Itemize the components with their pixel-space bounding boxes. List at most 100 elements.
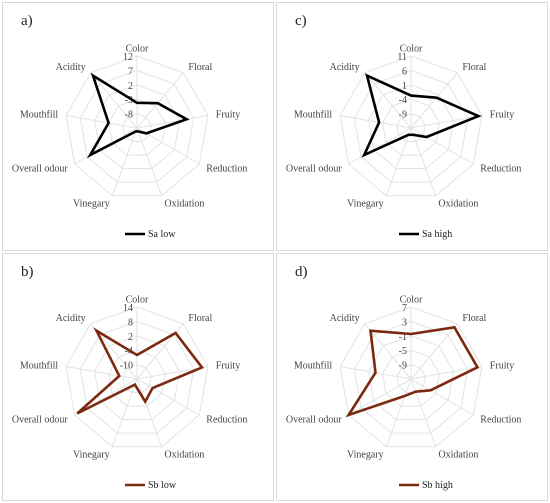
grid-ring	[382, 349, 440, 407]
grid-ring	[122, 364, 152, 393]
legend-label: Sa low	[148, 229, 176, 240]
grid-spoke	[410, 72, 458, 129]
axis-label: Color	[400, 295, 423, 306]
series-polygon	[86, 72, 190, 159]
series-polygon	[361, 73, 482, 158]
axis-label: Acidity	[56, 313, 86, 324]
axis-label: Color	[126, 44, 149, 55]
grid-ring	[353, 69, 469, 183]
radar-panel-d: d) Color Floral Fruity Reduction Oxidation Vi…	[276, 253, 548, 501]
axis-label: Overall odour	[12, 415, 68, 426]
grid-ring	[339, 55, 483, 197]
grid-spoke	[410, 366, 482, 380]
axis-label: Oxidation	[164, 450, 204, 461]
tick-label: -8	[125, 110, 133, 121]
tick-label: 7	[128, 66, 133, 77]
axis-label: Floral	[188, 313, 212, 324]
tick-label: -5	[399, 346, 407, 357]
axis-label: Oxidation	[438, 199, 478, 210]
axis-label: Reduction	[480, 164, 521, 175]
axis-label: Mouthfill	[294, 361, 333, 372]
grid-ring	[108, 98, 166, 156]
grid-spoke	[410, 127, 474, 165]
grid-spoke	[385, 378, 412, 447]
grid-ring	[353, 320, 469, 434]
grid-spoke	[136, 378, 163, 447]
axis-label: Overall odour	[286, 415, 342, 426]
axis-label: Vinegary	[73, 450, 110, 461]
tick-label: 3	[402, 317, 407, 328]
grid-spoke	[340, 115, 412, 129]
axis-label: Floral	[462, 62, 486, 73]
grid-ring	[396, 113, 426, 142]
tick-label: 11	[397, 52, 407, 63]
grid-spoke	[410, 115, 482, 129]
radar-panel-b: b) Color Floral Fruity Reduction Oxidation Vi…	[2, 253, 274, 501]
grid-spoke	[136, 378, 200, 416]
grid-spoke	[136, 72, 184, 129]
grid-ring	[65, 306, 209, 448]
axis-label: Color	[126, 295, 149, 306]
axis-label: Vinegary	[347, 450, 384, 461]
radar-chart: Color Floral Fruity Reduction Oxidation Vineg…	[286, 295, 522, 492]
axis-label: Overall odour	[286, 164, 342, 175]
grid-spoke	[410, 378, 474, 416]
panel-label: c)	[295, 13, 307, 29]
radar-chart: Color Floral Fruity Reduction Oxidation Vineg…	[286, 44, 522, 241]
axis-label: Vinegary	[347, 199, 384, 210]
radar-chart: Color Floral Fruity Reduction Oxidation Vineg…	[12, 44, 248, 241]
grid-spoke	[364, 72, 412, 129]
tick-label: 2	[128, 332, 133, 343]
axis-label: Acidity	[330, 62, 360, 73]
tick-label: -1	[399, 332, 407, 343]
legend-label: Sb high	[422, 480, 453, 491]
tick-label: 8	[128, 317, 133, 328]
grid-ring	[93, 84, 181, 170]
axis-label: Acidity	[330, 313, 360, 324]
grid-spoke	[90, 72, 138, 129]
tick-label: -9	[399, 110, 407, 121]
grid-ring	[382, 98, 440, 156]
grid-spoke	[111, 127, 138, 196]
axis-label: Floral	[188, 62, 212, 73]
tick-label: 14	[123, 303, 133, 314]
legend-label: Sb low	[148, 480, 177, 491]
legend-label: Sa high	[422, 229, 452, 240]
tick-label: 2	[128, 81, 133, 92]
radar-panel-c: c) Color Floral Fruity Reduction Oxidation Vi…	[276, 2, 548, 251]
tick-label: -4	[399, 95, 407, 106]
axis-label: Reduction	[206, 164, 247, 175]
panel-label: a)	[21, 13, 33, 29]
axis-label: Fruity	[490, 110, 514, 121]
grid-spoke	[136, 127, 163, 196]
axis-label: Reduction	[480, 415, 521, 426]
grid-spoke	[66, 366, 138, 380]
grid-spoke	[410, 378, 437, 447]
tick-label: -3	[125, 95, 133, 106]
radar-chart: Color Floral Fruity Reduction Oxidation Vineg…	[12, 295, 248, 492]
tick-label: 7	[402, 303, 407, 314]
grid-spoke	[410, 323, 458, 380]
grid-spoke	[410, 127, 437, 196]
grid-ring	[65, 55, 209, 197]
tick-label: 1	[402, 81, 407, 92]
tick-label: 6	[402, 66, 407, 77]
grid-spoke	[348, 378, 412, 416]
grid-ring	[339, 306, 483, 448]
axis-label: Oxidation	[164, 199, 204, 210]
axis-label: Fruity	[490, 361, 514, 372]
grid-spoke	[348, 127, 412, 165]
axis-label: Oxidation	[438, 450, 478, 461]
tick-label: -4	[125, 346, 133, 357]
axis-label: Mouthfill	[20, 110, 59, 121]
grid-spoke	[364, 323, 412, 380]
axis-label: Fruity	[216, 361, 240, 372]
series-polygon	[345, 325, 480, 418]
grid-ring	[93, 335, 181, 421]
tick-label: 12	[123, 52, 133, 63]
axis-label: Reduction	[206, 415, 247, 426]
grid-ring	[122, 113, 152, 142]
panel-label: d)	[295, 264, 308, 280]
series-polygon	[76, 327, 205, 415]
panel-label: b)	[21, 264, 34, 280]
